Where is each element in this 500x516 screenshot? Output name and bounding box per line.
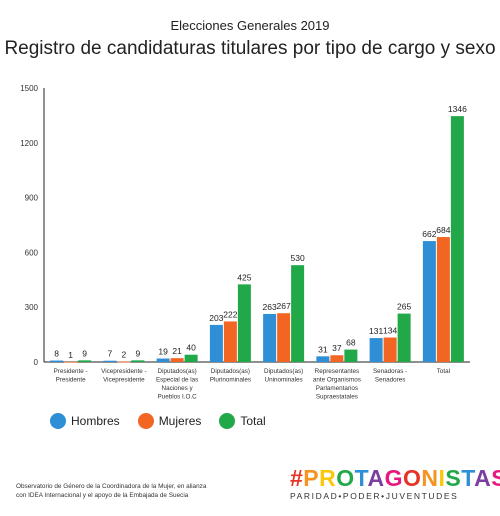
y-tick-label: 1200 bbox=[20, 139, 38, 148]
data-label: 8 bbox=[54, 349, 59, 359]
data-label: 662 bbox=[422, 229, 436, 239]
x-tick-label: Naciones y bbox=[162, 385, 194, 392]
x-tick-label: Representantes bbox=[315, 368, 359, 375]
data-label: 530 bbox=[291, 253, 305, 263]
x-tick-label: Especial de las bbox=[156, 377, 198, 384]
bar-mujeres-7 bbox=[436, 237, 450, 362]
y-tick-label: 600 bbox=[25, 248, 39, 257]
chart-legend: Hombres Mujeres Total bbox=[50, 411, 266, 431]
data-label: 1 bbox=[68, 350, 73, 360]
x-tick-label: Senadoras - bbox=[373, 368, 407, 375]
x-tick-label: Diputados(as) bbox=[158, 368, 197, 375]
bar-hombres-1 bbox=[103, 360, 117, 362]
data-label: 684 bbox=[436, 225, 450, 235]
bar-total-5 bbox=[344, 349, 358, 362]
data-label: 7 bbox=[108, 349, 113, 359]
data-label: 68 bbox=[346, 338, 356, 348]
bar-total-4 bbox=[291, 265, 305, 362]
bar-hombres-0 bbox=[50, 360, 64, 362]
bar-total-3 bbox=[237, 284, 251, 362]
y-tick-label: 1500 bbox=[20, 84, 38, 93]
brand-tagline: PARIDAD•PODER•JUVENTUDES bbox=[290, 491, 459, 501]
data-label: 37 bbox=[332, 343, 342, 353]
data-label: 131 bbox=[369, 326, 383, 336]
x-tick-label: Parlamentarios bbox=[316, 385, 358, 392]
bar-total-7 bbox=[450, 116, 464, 362]
data-label: 222 bbox=[223, 309, 237, 319]
x-tick-label: Vicepresidente - bbox=[101, 368, 146, 375]
data-label: 40 bbox=[186, 343, 196, 353]
data-label: 1346 bbox=[448, 104, 467, 114]
data-label: 9 bbox=[136, 348, 141, 358]
x-tick-label: Presidente bbox=[56, 377, 87, 384]
bar-mujeres-3 bbox=[223, 321, 237, 362]
data-label: 9 bbox=[82, 348, 87, 358]
bar-hombres-5 bbox=[316, 356, 330, 362]
bar-hombres-3 bbox=[209, 324, 223, 362]
bar-total-6 bbox=[397, 313, 411, 362]
data-label: 31 bbox=[318, 344, 328, 354]
source-note-line-2: con IDEA Internacional y el apoyo de la … bbox=[16, 492, 189, 499]
legend-swatch-total bbox=[219, 413, 236, 429]
x-tick-label: Plurinominales bbox=[210, 377, 251, 384]
x-tick-label: Vicepresidente bbox=[103, 377, 145, 384]
bar-mujeres-4 bbox=[277, 313, 291, 362]
legend-item-mujeres: Mujeres bbox=[137, 413, 202, 429]
data-label: 425 bbox=[237, 272, 251, 282]
x-tick-label: Total bbox=[437, 368, 450, 375]
legend-swatch-mujeres bbox=[137, 413, 154, 429]
bar-mujeres-2 bbox=[170, 358, 184, 362]
bar-total-2 bbox=[184, 354, 198, 362]
y-tick-label: 900 bbox=[25, 194, 39, 203]
legend-item-hombres: Hombres bbox=[50, 413, 120, 429]
data-label: 2 bbox=[122, 350, 127, 360]
x-tick-label: Diputados(as) bbox=[264, 368, 303, 375]
y-tick-label: 300 bbox=[25, 303, 39, 312]
legend-label-mujeres: Mujeres bbox=[158, 414, 202, 428]
legend-swatch-hombres bbox=[50, 413, 66, 429]
x-tick-label: Uninominales bbox=[265, 377, 303, 384]
data-label: 267 bbox=[277, 301, 291, 311]
x-tick-label: Presidente - bbox=[54, 368, 88, 375]
brand-logo: #PROTAGONISTAS PARIDAD•PODER•JUVENTUDES bbox=[290, 465, 500, 501]
data-label: 21 bbox=[172, 346, 182, 356]
data-label: 265 bbox=[397, 302, 411, 312]
bar-mujeres-1 bbox=[117, 361, 131, 363]
data-label: 134 bbox=[383, 326, 397, 336]
x-tick-label: Pueblos I.O.C bbox=[158, 394, 198, 401]
bar-mujeres-6 bbox=[383, 337, 397, 362]
data-label: 203 bbox=[209, 313, 223, 323]
source-note-line-1: Observatorio de Género de la Coordinador… bbox=[16, 483, 207, 490]
x-tick-label: ante Organismos bbox=[313, 377, 361, 384]
bar-mujeres-5 bbox=[330, 355, 344, 362]
legend-label-hombres: Hombres bbox=[71, 414, 120, 428]
y-tick-label: 0 bbox=[34, 358, 39, 367]
bar-total-1 bbox=[131, 360, 145, 362]
chart-title: Registro de candidaturas titulares por t… bbox=[4, 38, 496, 59]
chart-supertitle: Elecciones Generales 2019 bbox=[170, 18, 330, 33]
legend-label-total: Total bbox=[240, 414, 266, 428]
x-tick-label: Supraestatales bbox=[316, 394, 358, 401]
data-label: 263 bbox=[263, 302, 277, 312]
source-note: Observatorio de Género de la Coordinador… bbox=[16, 482, 306, 500]
data-label: 19 bbox=[158, 347, 168, 357]
bar-hombres-4 bbox=[263, 313, 277, 362]
bar-mujeres-0 bbox=[64, 361, 78, 363]
bar-hombres-7 bbox=[422, 241, 436, 362]
x-tick-label: Diputados(as) bbox=[211, 368, 250, 375]
bar-hombres-6 bbox=[369, 338, 383, 362]
x-tick-label: Senadores bbox=[375, 377, 405, 384]
legend-item-total: Total bbox=[219, 413, 266, 429]
brand-name: #PROTAGONISTAS bbox=[290, 465, 500, 491]
bar-total-0 bbox=[78, 360, 92, 362]
bar-hombres-2 bbox=[156, 358, 170, 362]
